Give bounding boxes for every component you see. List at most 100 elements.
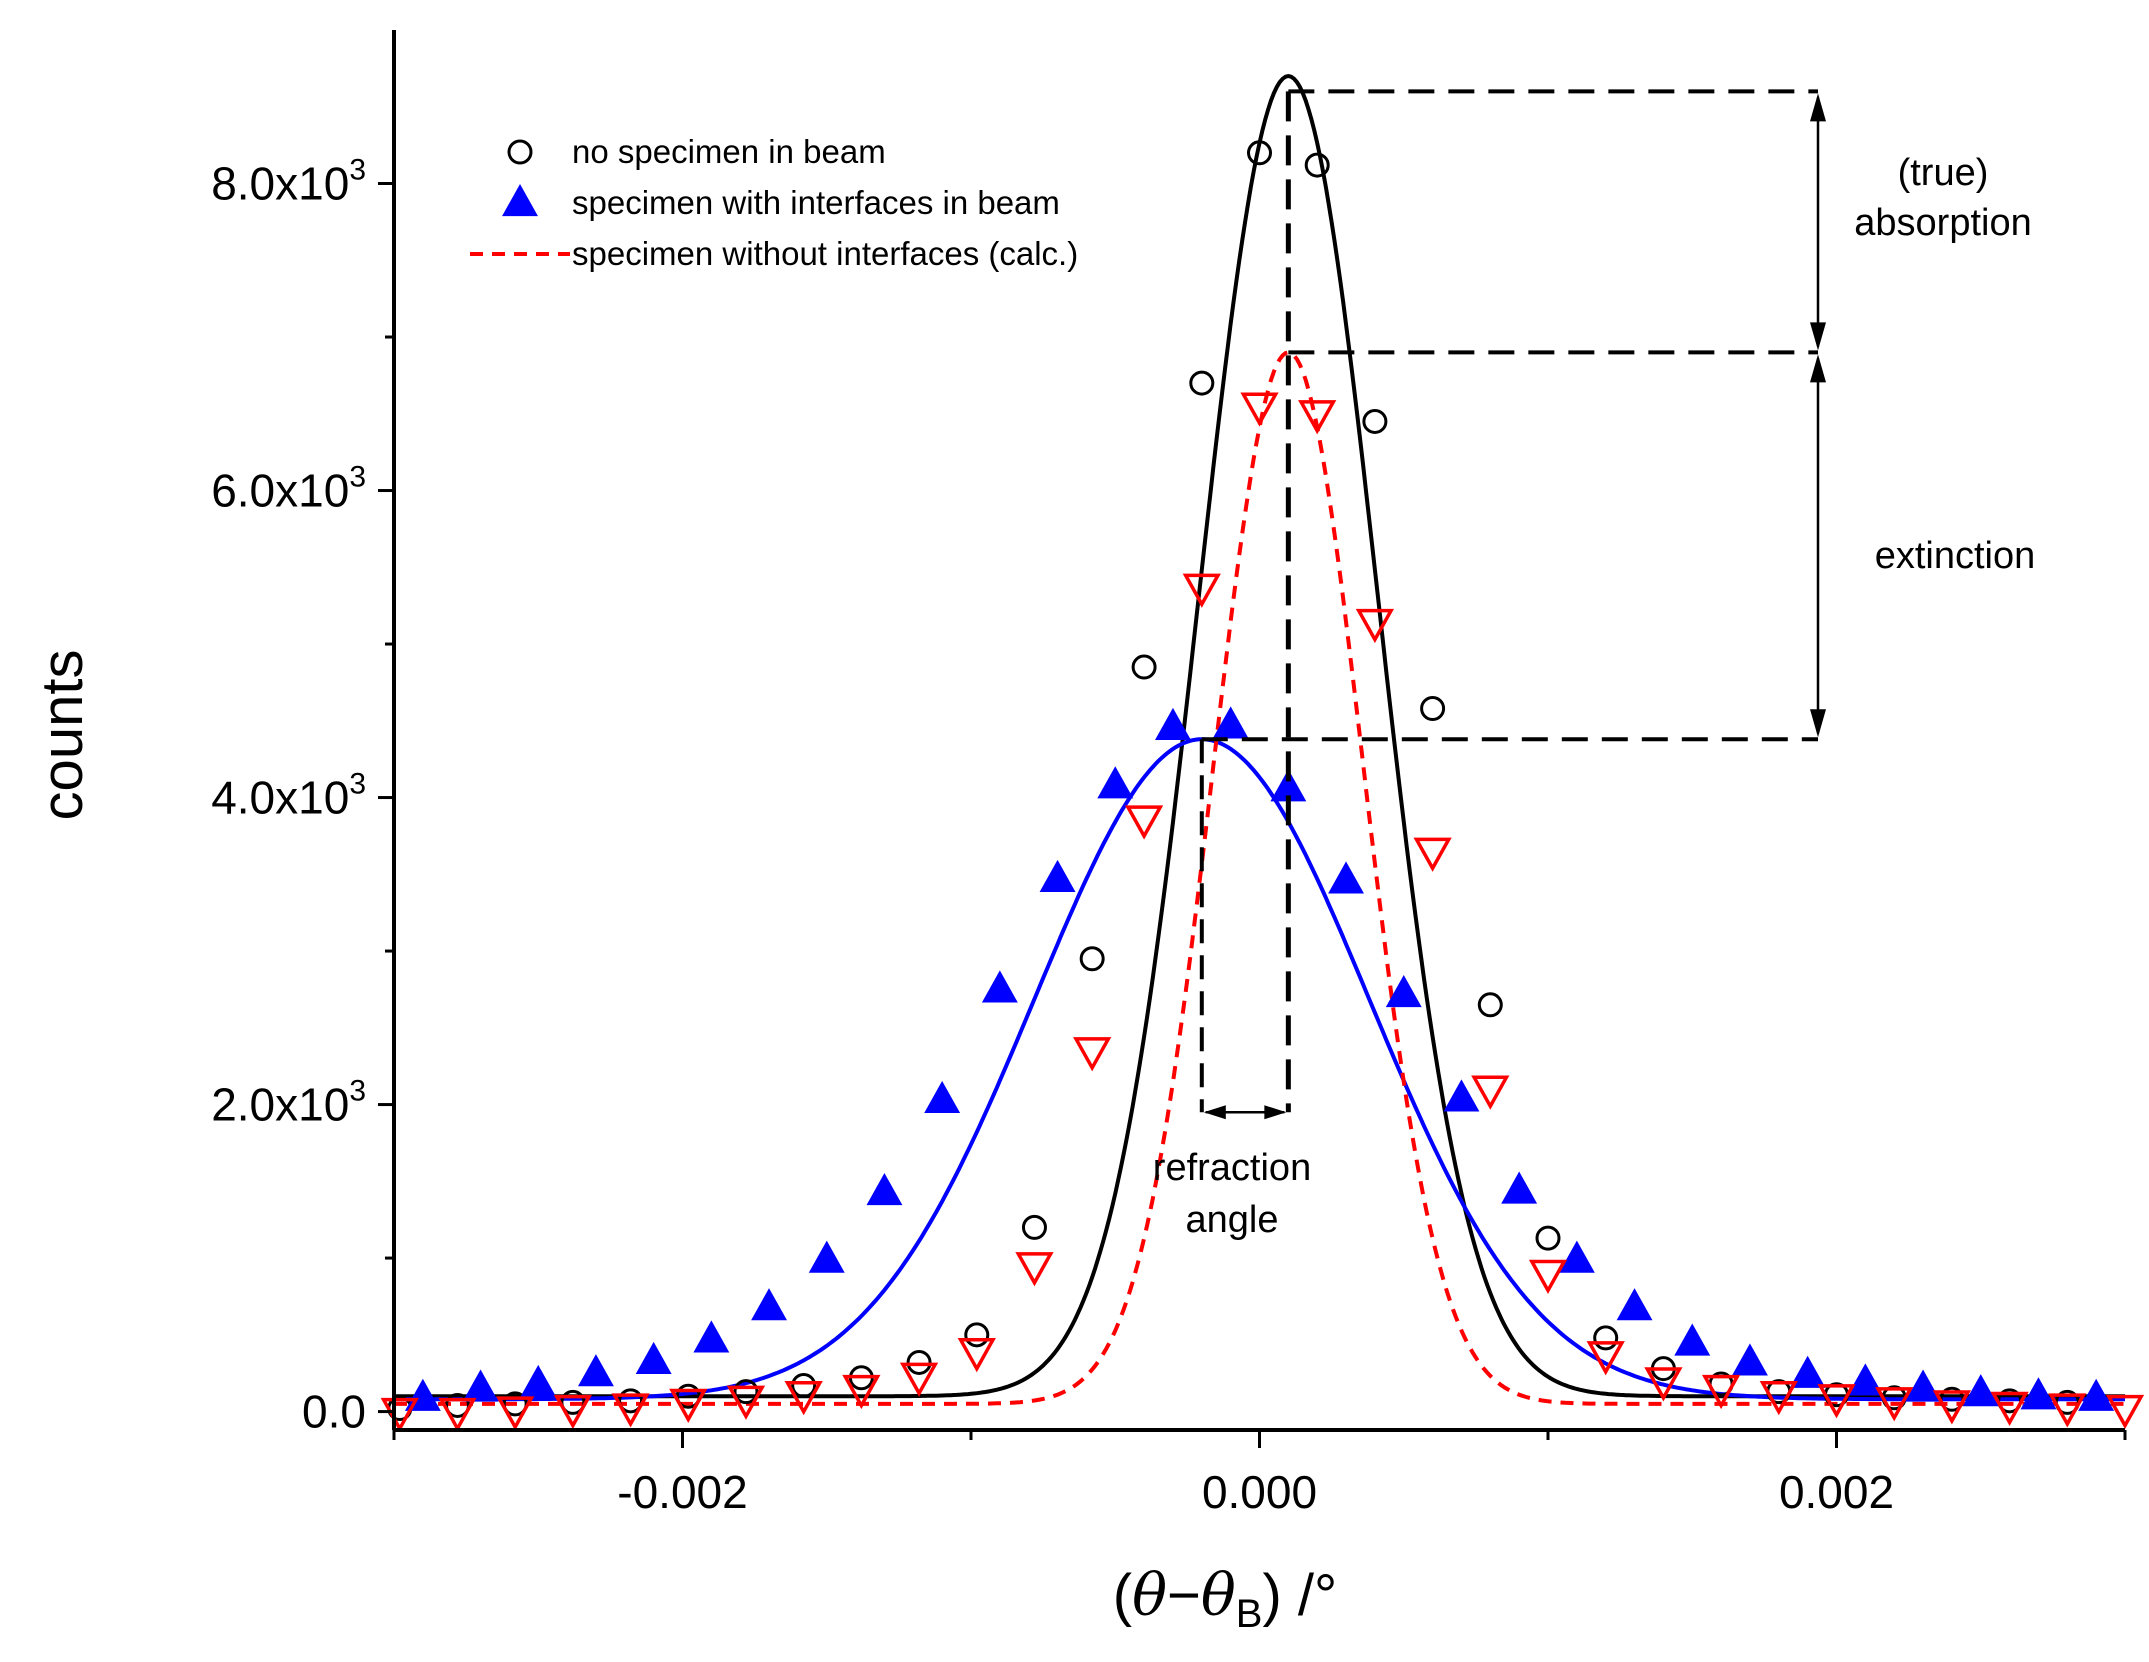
annotation-refraction-line1: refraction [1153,1147,1311,1189]
y-tick-mantissa-3: 6.0x10 [211,465,349,517]
marker-s0-p17 [1362,408,1388,434]
y-tick-exponent-1: 3 [349,1075,366,1108]
marker-s2-p18 [1413,837,1452,872]
annotation-extinction: extinction [1875,535,2036,577]
absorption-arrow-head-up [1810,93,1826,122]
marker-s2-p24 [1759,1381,1798,1416]
marker-s0-p6 [733,1379,759,1405]
legend: no specimen in beam specimen with interfa… [470,133,1078,272]
y-tick-exponent-3: 3 [349,461,366,494]
marker-s0-p15 [1247,140,1272,166]
marker-s1-p6 [751,1288,788,1321]
marker-s0-p12 [1079,946,1105,972]
marker-s1-p20 [1558,1240,1595,1273]
marker-s1-p19 [1501,1171,1538,1204]
annotation-absorption-line2: absorption [1854,202,2031,244]
marker-s1-p13 [1154,707,1191,741]
marker-s1-p5 [693,1320,730,1353]
y-tick-mantissa-1: 2.0x10 [211,1079,349,1131]
refraction-arrow-head-right [1264,1105,1287,1120]
marker-s2-p21 [1586,1341,1625,1376]
marker-s0-p20 [1535,1225,1561,1251]
marker-s2-p17 [1355,608,1395,644]
marker-s2-p27 [1932,1390,1972,1425]
marker-s2-p13 [1124,805,1164,840]
marker-s2-p29 [2048,1393,2087,1428]
annotation-refraction-line2: angle [1186,1199,1279,1241]
marker-s1-p9 [924,1080,961,1114]
legend-swatch-1 [502,183,538,217]
marker-s1-p18 [1443,1079,1480,1112]
legend-label-1: specimen with interfaces in beam [572,184,1060,221]
x-title-subscript: B [1236,1592,1263,1636]
marker-s2-p30 [2105,1394,2145,1430]
marker-s2-p12 [1073,1037,1112,1072]
y-tick-label-0: 0.0 [302,1386,366,1438]
marker-s0-p11 [1021,1214,1047,1240]
legend-label-2: specimen without interfaces (calc.) [572,235,1078,272]
marker-s2-p25 [1817,1384,1856,1419]
extinction-arrow-head-down [1810,709,1826,738]
legend-swatch-0 [507,139,533,165]
x-title-close: ) /° [1262,1563,1337,1628]
marker-s0-p16 [1304,152,1330,178]
data-markers [380,140,2145,1433]
marker-s2-p16 [1298,400,1337,435]
marker-s2-p15 [1240,392,1279,427]
marker-s1-p8 [866,1173,903,1206]
marker-s2-p6 [726,1385,766,1420]
extinction-arrow-head-up [1810,354,1826,383]
labels: (true) absorption extinction refraction … [30,152,2035,1636]
marker-s1-p26 [1905,1369,1942,1402]
marker-s2-p26 [1875,1387,1914,1422]
marker-s2-p11 [1015,1252,1054,1287]
y-tick-mantissa-4: 8.0x10 [211,158,349,210]
marker-s1-p22 [1674,1323,1711,1356]
y-tick-label-1: 2.0x103 [211,1075,366,1131]
marker-s2-p23 [1701,1374,1741,1410]
y-tick-mantissa-2: 4.0x10 [211,772,349,824]
y-tick-exponent-2: 3 [349,768,366,801]
marker-s2-p0 [380,1397,419,1433]
marker-s2-p20 [1528,1259,1568,1295]
marker-s2-p14 [1182,573,1221,608]
marker-s0-p13 [1131,654,1157,680]
marker-s1-p27 [1962,1374,1999,1407]
marker-s2-p9 [899,1362,939,1397]
x-axis-title: (θ−θB) /° [1113,1561,1337,1636]
absorption-arrow-head-down [1810,322,1826,351]
y-tick-label-2: 4.0x103 [211,768,366,824]
marker-s1-p16 [1328,861,1365,894]
x-title-minus: − [1167,1563,1201,1628]
marker-s1-p23 [1731,1343,1768,1376]
marker-s1-p11 [1039,859,1076,893]
fit-curve-1 [394,737,2125,1402]
marker-s1-p28 [2020,1377,2057,1410]
marker-s2-p5 [669,1388,708,1423]
marker-s2-p8 [842,1374,881,1410]
marker-s1-p12 [1097,766,1134,799]
marker-s0-p19 [1477,992,1503,1018]
x-title-theta: θ [1132,1561,1167,1629]
refraction-arrow-head-left [1203,1105,1226,1120]
marker-s0-p7 [791,1372,817,1398]
marker-s1-p7 [808,1240,845,1273]
marker-s2-p22 [1644,1367,1683,1402]
x-tick-label-0: -0.002 [617,1466,747,1518]
y-tick-label-4: 8.0x103 [211,154,366,210]
x-tick-label-1: 0.000 [1202,1466,1317,1518]
annotation-absorption-line1: (true) [1898,152,1989,194]
y-tick-exponent-4: 3 [349,154,366,187]
legend-label-0: no specimen in beam [572,133,886,170]
marker-s2-p1 [438,1397,477,1433]
marker-s1-p29 [2078,1378,2115,1411]
marker-s2-p19 [1471,1075,1510,1110]
y-tick-label-3: 6.0x103 [211,461,366,517]
marker-s1-p4 [635,1341,672,1375]
marker-s2-p28 [1990,1391,2029,1427]
marker-s0-p9 [906,1349,932,1375]
y-axis-title: counts [30,650,95,821]
marker-s1-p24 [1789,1355,1826,1388]
